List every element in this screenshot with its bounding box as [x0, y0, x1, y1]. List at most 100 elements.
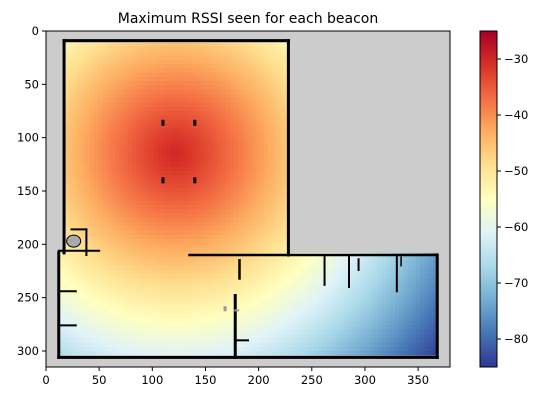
heat-cell: [80, 304, 85, 309]
heat-cell: [322, 346, 328, 352]
heat-cell: [250, 304, 255, 309]
heat-cell: [178, 93, 184, 99]
heat-cell: [85, 51, 90, 56]
heat-cell: [136, 226, 142, 231]
heat-cell: [149, 72, 154, 78]
heat-cell: [148, 282, 153, 288]
heat-cell: [182, 329, 187, 335]
heat-cell: [143, 257, 149, 262]
heat-cell: [216, 316, 221, 322]
heat-cell: [301, 261, 306, 267]
heat-cell: [119, 119, 125, 125]
heat-cell: [268, 93, 273, 99]
heat-cell: [85, 145, 90, 150]
heat-cell: [118, 299, 123, 305]
heat-cell: [102, 89, 107, 95]
heat-cell: [64, 115, 69, 120]
heat-cell: [220, 261, 226, 267]
heat-cell: [115, 170, 120, 176]
heat-cell: [68, 76, 73, 82]
heat-cell: [262, 329, 268, 335]
heat-cell: [144, 89, 150, 95]
heat-cell: [403, 261, 408, 267]
heat-cell: [305, 274, 311, 279]
heat-cell: [170, 59, 176, 65]
heat-cell: [272, 119, 278, 125]
heat-cell: [263, 196, 269, 201]
heat-cell: [254, 333, 260, 339]
heat-cell: [85, 64, 90, 69]
heat-cell: [102, 213, 107, 219]
heat-cell: [428, 346, 434, 352]
heat-cell: [161, 115, 167, 120]
heat-cell: [212, 209, 218, 214]
heat-cell: [136, 217, 142, 223]
heat-cell: [191, 106, 197, 112]
heat-cell: [118, 265, 123, 271]
heat-cell: [212, 102, 218, 108]
heat-cell: [144, 132, 150, 137]
heat-cell: [81, 234, 86, 240]
heat-cell: [149, 221, 154, 227]
heat-cell: [131, 295, 136, 301]
heat-cell: [285, 51, 288, 56]
heat-cell: [177, 325, 183, 331]
heat-cell: [140, 132, 146, 137]
heat-cell: [276, 204, 282, 210]
heat-cell: [335, 265, 340, 271]
heat-cell: [67, 287, 72, 292]
heat-cell: [80, 308, 85, 313]
heat-cell: [276, 234, 282, 240]
heat-cell: [89, 234, 95, 240]
heat-cell: [195, 196, 201, 201]
heat-cell: [415, 269, 421, 275]
heat-cell: [204, 140, 210, 146]
heat-cell: [160, 299, 166, 305]
heat-cell: [63, 291, 68, 296]
heat-cell: [153, 157, 159, 163]
heat-cell: [76, 200, 82, 206]
heat-cell: [156, 316, 162, 322]
heat-cell: [318, 291, 323, 296]
heat-cell: [183, 102, 188, 108]
heat-cell: [89, 115, 95, 120]
heat-cell: [161, 187, 167, 193]
heat-cell: [174, 93, 180, 99]
heat-cell: [251, 81, 256, 86]
heat-cell: [186, 287, 191, 292]
heat-cell: [190, 333, 196, 339]
heat-cell: [98, 140, 103, 146]
heat-cell: [208, 89, 214, 95]
heat-cell: [237, 325, 243, 331]
heat-cell: [67, 282, 72, 288]
heat-cell: [276, 64, 282, 69]
heat-cell: [403, 257, 408, 262]
heat-cell: [268, 42, 273, 48]
heat-cell: [123, 247, 129, 253]
heat-cell: [173, 325, 179, 331]
heat-cell: [203, 269, 208, 275]
heat-cell: [119, 81, 125, 86]
y-tick-label: 200: [17, 237, 39, 251]
heat-cell: [149, 187, 154, 193]
heat-cell: [161, 85, 167, 91]
heat-cell: [93, 111, 99, 116]
heat-cell: [75, 287, 81, 292]
heat-cell: [203, 274, 208, 279]
heat-cell: [81, 59, 86, 65]
heat-cell: [238, 226, 244, 231]
heat-cell: [93, 243, 99, 248]
heat-cell: [217, 187, 222, 193]
heat-cell: [207, 338, 213, 343]
heat-cell: [89, 64, 95, 69]
heat-cell: [255, 93, 261, 99]
heat-cell: [102, 192, 107, 197]
heat-cell: [263, 123, 269, 129]
heat-cell: [234, 111, 239, 116]
heat-cell: [272, 157, 278, 163]
heat-cell: [305, 291, 311, 296]
heat-cell: [276, 213, 282, 219]
heat-cell: [204, 55, 210, 61]
heat-cell: [225, 170, 231, 176]
heat-cell: [89, 89, 95, 95]
